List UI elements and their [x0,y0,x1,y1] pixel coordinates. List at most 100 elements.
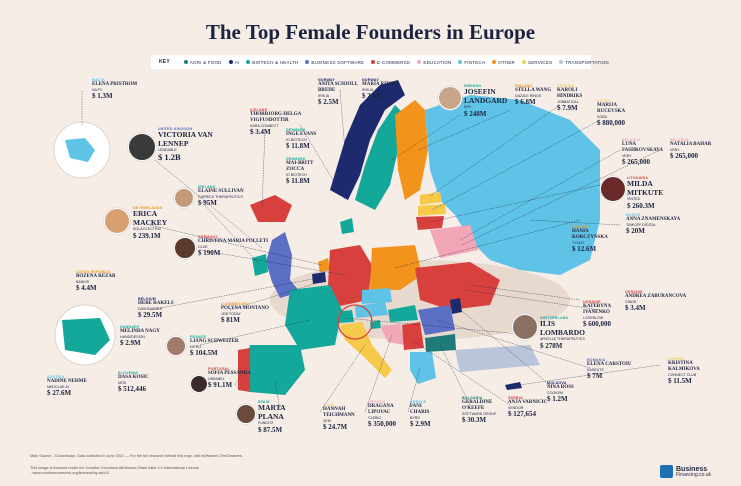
country-uk [266,232,300,298]
country-bulgaria [425,334,456,352]
founder-label: SWEDEN JOSEFIN LANDGARD KRY $ 248M [464,84,508,118]
country-poland [370,245,422,290]
founder-label: NORWAY ANITA SCHJOLL BREDE IRIS.AI $ 2.5… [318,78,358,106]
legend-label: KEY [159,59,170,65]
country-estonia [420,192,442,205]
leader-lines [81,89,661,413]
legend-item: AI [228,60,240,65]
brand-line2: Financing.co.uk [676,471,712,478]
legend-item: AGRI & FOOD [183,60,222,65]
founder-label: MALTA ELENA PRISTROM NILPY $ 1.3M [92,78,138,100]
founder-label: PORTUGAL SOFIA PESSANHA UNBABEL $ 91.1M [208,367,251,389]
founder-label: SERBIA ANJA VARNICIC VENDOR $ 127,654 [508,396,548,418]
country-austria [355,302,388,318]
avatar [174,188,194,208]
legend-item: FINTECH [458,60,485,65]
founder-label: CZECH REPUBLIC BOZENA REZAB BANKIS $ 4.4… [76,270,116,292]
founder-label: ITALY HANNAH TEICHMANN XEM $ 24.7M [323,403,355,431]
footer-source: Main Source - Crunchbase. Data collected… [30,454,243,458]
country-netherlands [318,258,330,272]
founder-label: LUXEMBOURG POLYNA MONTANO JOB TODAY $ 81… [221,302,269,324]
country-lithuania [416,216,444,230]
country-sweden [355,105,405,210]
founder-label: ICELAND THORBJORG HELGA VIGFUSDOTTIR KAR… [250,108,301,136]
legend-item: BIOTECH & HEALTH [246,60,298,65]
country-belarus [430,225,478,258]
founder-label: RUSSIA ANNA ZNAMENSKAYA TINKOFF DIGITAL … [626,213,681,235]
founder-label: NORWAY MARIA RITOLA IRIS.AI $ 2.5M [362,78,401,100]
founder-label: BULGARIA GERALDINE O'KEEFE SOFTWARE GROU… [462,396,497,424]
country-turkey [455,345,540,372]
founder-label: POLAND HANIA KORCZYNSKA TYLKO $ 12.6M [572,225,608,253]
avatar [236,404,256,424]
avatar [166,336,186,356]
legend-item: E-COMMERCE [371,60,410,65]
founder-label: BELARUS NATALIA BAHAR VEBY $ 265,000 [670,138,712,160]
legend-item: OTHER [492,60,515,65]
country-serbia [402,322,424,350]
country-spain [245,345,305,395]
founder-label: SPAIN MARTA PLANA FUNDITZ $ 87.5M [258,400,286,434]
country-belgium [312,272,326,284]
brand-icon [660,465,673,478]
country-croatia [380,324,405,345]
founder-label: SWITZERLAND ILIS LOMBARDO ARVELLE THERAP… [540,316,585,350]
legend-item: TRANSPORTATION [559,60,609,65]
country-hungary [388,305,418,322]
founder-label: ESTONIA KAROLI HINDRIKS JOBBATICAL $ 7.9… [557,84,583,112]
avatar [512,314,538,340]
legend-item: SERVICES [522,60,552,65]
founder-label: UNITED KINGDOM VICTORIA VAN LENNEP LENDA… [158,127,213,162]
founder-label: AUSTRIA NADINE NEHME MEDCLUE AI $ 27.6M [47,375,87,397]
legend: KEY AGRI & FOOD AI BIOTECH & HEALTH BUSI… [151,55,609,69]
country-germany [328,245,372,306]
footer-license: This image is licensed under the Creativ… [30,466,199,475]
avatar [174,237,196,259]
country-italy [340,322,392,378]
country-romania [418,305,455,335]
country-ukraine [415,262,500,310]
founder-label: NETHERLANDS ERICA MACKEY SOLA ELECTRIC $… [133,206,168,240]
country-czech [362,288,392,304]
founder-label: UKRAINE KATERYNA IVANENKO LOVEBLOW $ 600… [583,300,611,328]
country-greece [410,352,436,384]
founder-label: CROATIA DRAGANA LIPOVAC CLEBIO $ 350,000 [368,400,396,428]
founder-label: IRELAND ELAINE SULLIVAN CARRICK THERAPEU… [198,185,244,207]
founder-label: HUNGARY MELINDA NAGY HANDIDESIGN $ 2.9M [120,325,160,347]
country-iceland [250,195,292,222]
founder-label: LITHUANIA MILDA MITKUTE VINTED $ 260.3M [627,176,664,210]
avatar [128,133,156,161]
avatar [438,86,462,110]
founder-label: MOLDOVA NINA ROSS COOKEM $ 1.2M [547,381,574,403]
founder-label: UKRAINE ANDREA ZABURANCOVA CINDR $ 3.4M [625,290,687,312]
avatar [190,375,208,393]
founder-label: BELARUS LUNA FASHKOVSKAYA VEBY $ 265,000 [622,138,663,166]
country-finland [395,100,428,200]
avatar [104,208,130,234]
country-norway [330,80,405,200]
country-cyprus [505,382,522,390]
country-portugal [238,348,250,392]
brand-line1: Business [676,465,708,473]
founder-label: ROMANIA ELENA CARSTOIU KASEUTS $ 7M [587,358,632,380]
founder-label: BELGIUM HEBE RAKELS DASHDIGGER $ 29.5M [138,297,174,319]
legend-item: EDUCATION [417,60,451,65]
legend-item: BUSINESS SOFTWARE [305,60,364,65]
founder-label: GERMANY CHRISTINA MARIA POLLETI CLUE $ 1… [198,235,269,257]
founder-label: FRANCE LIANG SCHWEIZER NITRO $ 104.5M [190,335,239,357]
founder-label: FINLAND STELLA WANG DAZZLE RINGS $ 6.8M [515,84,552,106]
country-slovenia [370,320,381,329]
founder-label: CYPRUS KRISTINA KALMIKOVA CONNECT CLUB $… [668,357,700,385]
magnifier [337,304,373,340]
founder-label: SLOVENIA DASA KOSIC MOS $ 512,446 [118,371,149,393]
brand-logo: Business Financing.co.uk [660,465,711,478]
founder-label: DENMARK MAI-BRITT ZOCCA IO BIOTECH $ 11.… [286,157,314,185]
country-france [285,285,342,350]
country-denmark [340,218,354,234]
founder-label: GREECE FANI CHARIS BYRD $ 2.9M [410,400,431,428]
avatar [600,176,626,202]
founder-label: LATVIA MARIJA RUCEVSKA KOBA $ 880,000 [597,99,626,127]
founder-label: DENMARK INGE EVANS IO BIOTECH $ 11.8M [286,128,317,150]
page-title: The Top Female Founders in Europe [205,20,536,44]
